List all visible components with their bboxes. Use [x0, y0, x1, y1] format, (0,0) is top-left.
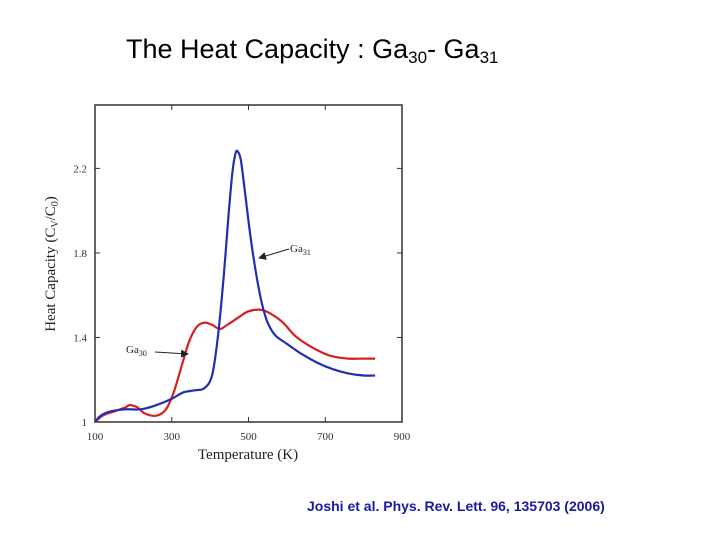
- y-axis-label-part-2: /C: [43, 206, 59, 220]
- ga31-annotation-base: Ga: [290, 243, 303, 255]
- x-tick-label-700: 700: [317, 431, 334, 443]
- y-tick-label-2.2: 2.2: [73, 163, 87, 175]
- series-line-ga30: [94, 308, 376, 423]
- y-axis-label-part-1: Heat Capacity (C: [43, 228, 59, 332]
- y-tick-label-1: 1: [82, 417, 88, 429]
- slide-title: The Heat Capacity : Ga30- Ga31: [126, 34, 499, 68]
- title-sub-31: 31: [479, 48, 499, 67]
- ga31-arrow: [258, 248, 290, 260]
- x-tick-label-500: 500: [240, 431, 257, 443]
- ga30-annotation: Ga30: [126, 344, 147, 358]
- x-axis-label: Temperature (K): [198, 447, 298, 463]
- title-sub-30: 30: [408, 48, 428, 67]
- y-axis-label-sub-v: V: [50, 220, 61, 228]
- x-tick-label-100: 100: [87, 431, 104, 443]
- title-mid: - Ga: [427, 34, 480, 64]
- y-axis-label-part-3: ): [43, 196, 59, 201]
- y-axis-label-sub-0: 0: [50, 201, 61, 206]
- citation: Joshi et al. Phys. Rev. Lett. 96, 135703…: [307, 498, 605, 514]
- y-tick-label-1.8: 1.8: [73, 248, 87, 260]
- y-axis-ticks: 1 1.4 1.8 2.2: [73, 163, 402, 429]
- heat-capacity-chart: 100 300 500 700 900 11.41.82.2 Ga31 Ga30 Tem…: [43, 104, 411, 463]
- series-layer: [94, 149, 376, 423]
- x-axis-ticks: 100 300 500 700 900: [87, 105, 411, 443]
- series-line-ga31: [94, 149, 376, 423]
- ga30-annotation-base: Ga: [126, 344, 139, 356]
- x-tick-label-900: 900: [394, 431, 411, 443]
- ga31-annotation-sub: 31: [303, 248, 311, 257]
- ga30-arrow: [154, 349, 189, 358]
- title-main: The Heat Capacity : Ga: [126, 34, 409, 64]
- ga31-annotation: Ga31: [290, 243, 311, 257]
- x-tick-label-300: 300: [164, 431, 181, 443]
- y-tick-label-1.4: 1.4: [73, 332, 87, 344]
- ga30-annotation-sub: 30: [139, 349, 147, 358]
- y-axis-label: Heat Capacity (CV/C0): [43, 196, 61, 332]
